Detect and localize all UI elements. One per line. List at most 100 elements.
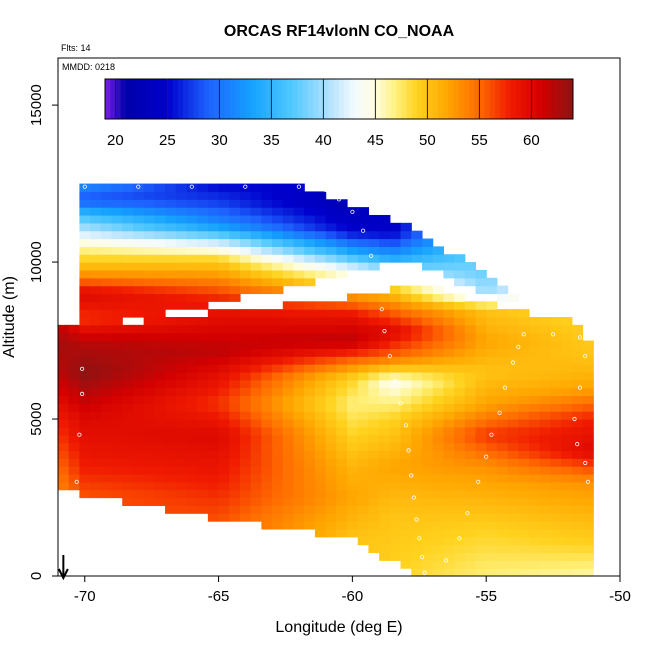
heatmap-cell (561, 348, 573, 357)
heatmap-cell (347, 230, 359, 240)
heatmap-cell (143, 332, 155, 342)
heatmap-cell (486, 466, 498, 475)
heatmap-cell (218, 317, 230, 326)
heatmap-cell (122, 387, 134, 397)
colorbar-swatch (183, 79, 189, 119)
heatmap-cell (218, 309, 230, 318)
heatmap-cell (475, 450, 487, 459)
heatmap-cell (68, 371, 80, 381)
heatmap-cell (368, 246, 380, 255)
heatmap-cell (293, 473, 305, 483)
heatmap-cell (111, 324, 123, 334)
heatmap-cell (165, 426, 177, 436)
heatmap-cell (68, 473, 80, 483)
heatmap-cell (421, 324, 434, 334)
heatmap-cell (529, 489, 541, 499)
heatmap-cell (571, 411, 584, 420)
heatmap-cell (464, 301, 477, 310)
heatmap-cell (207, 466, 220, 475)
heatmap-cell (143, 458, 155, 467)
heatmap-cell (432, 536, 444, 546)
heatmap-cell (486, 348, 498, 357)
heatmap-cell (90, 199, 102, 208)
heatmap-cell (111, 191, 123, 200)
heatmap-cell (529, 324, 541, 334)
heatmap-cell (475, 301, 487, 310)
heatmap-cell (368, 489, 380, 499)
heatmap-cell (571, 568, 584, 577)
heatmap-cell (218, 371, 230, 381)
heatmap-cell (122, 364, 134, 373)
heatmap-cell (411, 497, 423, 506)
heatmap-cell (379, 317, 391, 326)
heatmap-cell (357, 207, 370, 216)
heatmap-cell (90, 411, 102, 420)
heatmap-cell (304, 199, 316, 208)
heatmap-cell (293, 262, 305, 271)
heatmap-cell (90, 269, 102, 279)
heatmap-cell (100, 473, 113, 483)
heatmap-cell (239, 207, 252, 216)
heatmap-cell (175, 246, 188, 255)
heatmap-cell (293, 348, 305, 357)
heatmap-cell (464, 560, 477, 569)
heatmap-cell (165, 277, 177, 287)
heatmap-cell (175, 191, 188, 200)
heatmap-cell (571, 426, 584, 436)
heatmap-cell (250, 285, 262, 295)
heatmap-cell (100, 285, 113, 295)
heatmap-cell (314, 301, 327, 310)
heatmap-cell (507, 458, 519, 467)
heatmap-cell (68, 403, 80, 412)
heatmap-cell (79, 466, 91, 475)
heatmap-cell (197, 466, 209, 475)
heatmap-cell (357, 348, 370, 357)
heatmap-cell (154, 324, 166, 334)
heatmap-cell (186, 238, 198, 247)
heatmap-cell (90, 324, 102, 334)
heatmap-cell (261, 348, 273, 357)
heatmap-cell (239, 458, 252, 467)
heatmap-cell (347, 262, 359, 271)
heatmap-cell (250, 364, 262, 373)
heatmap-cell (239, 317, 252, 326)
heatmap-cell (197, 262, 209, 271)
heatmap-cell (400, 528, 412, 538)
colorbar-swatch (235, 79, 241, 119)
heatmap-cell (347, 395, 359, 404)
heatmap-cell (432, 403, 444, 412)
heatmap-cell (347, 442, 359, 452)
heatmap-cell (250, 458, 262, 467)
heatmap-cell (239, 238, 252, 247)
heatmap-cell (421, 332, 434, 342)
heatmap-cell (175, 214, 188, 224)
heatmap-cell (518, 450, 530, 459)
heatmap-cell (314, 426, 327, 436)
heatmap-cell (165, 238, 177, 247)
heatmap-cell (218, 191, 230, 200)
track-point (409, 473, 414, 478)
heatmap-cell (507, 536, 519, 546)
heatmap-cell (571, 371, 584, 381)
heatmap-cell (250, 269, 262, 279)
heatmap-cell (454, 466, 466, 475)
track-point (502, 385, 507, 390)
heatmap-cell (357, 246, 370, 255)
colorbar-swatch (380, 79, 387, 119)
heatmap-cell (464, 309, 477, 318)
heatmap-cell (518, 309, 530, 318)
heatmap-cell (229, 426, 241, 436)
heatmap-cell (336, 317, 348, 326)
heatmap-cell (400, 466, 412, 475)
heatmap-cell (304, 395, 316, 404)
heatmap-cell (464, 356, 477, 365)
heatmap-cell (571, 473, 584, 483)
colorbar-swatch (120, 79, 127, 119)
heatmap-cell (132, 277, 145, 287)
heatmap-cell (282, 497, 295, 506)
heatmap-cell (154, 207, 166, 216)
heatmap-cell (229, 214, 241, 224)
heatmap-cell (432, 254, 444, 263)
heatmap-cell (122, 348, 134, 357)
heatmap-cell (90, 364, 102, 373)
